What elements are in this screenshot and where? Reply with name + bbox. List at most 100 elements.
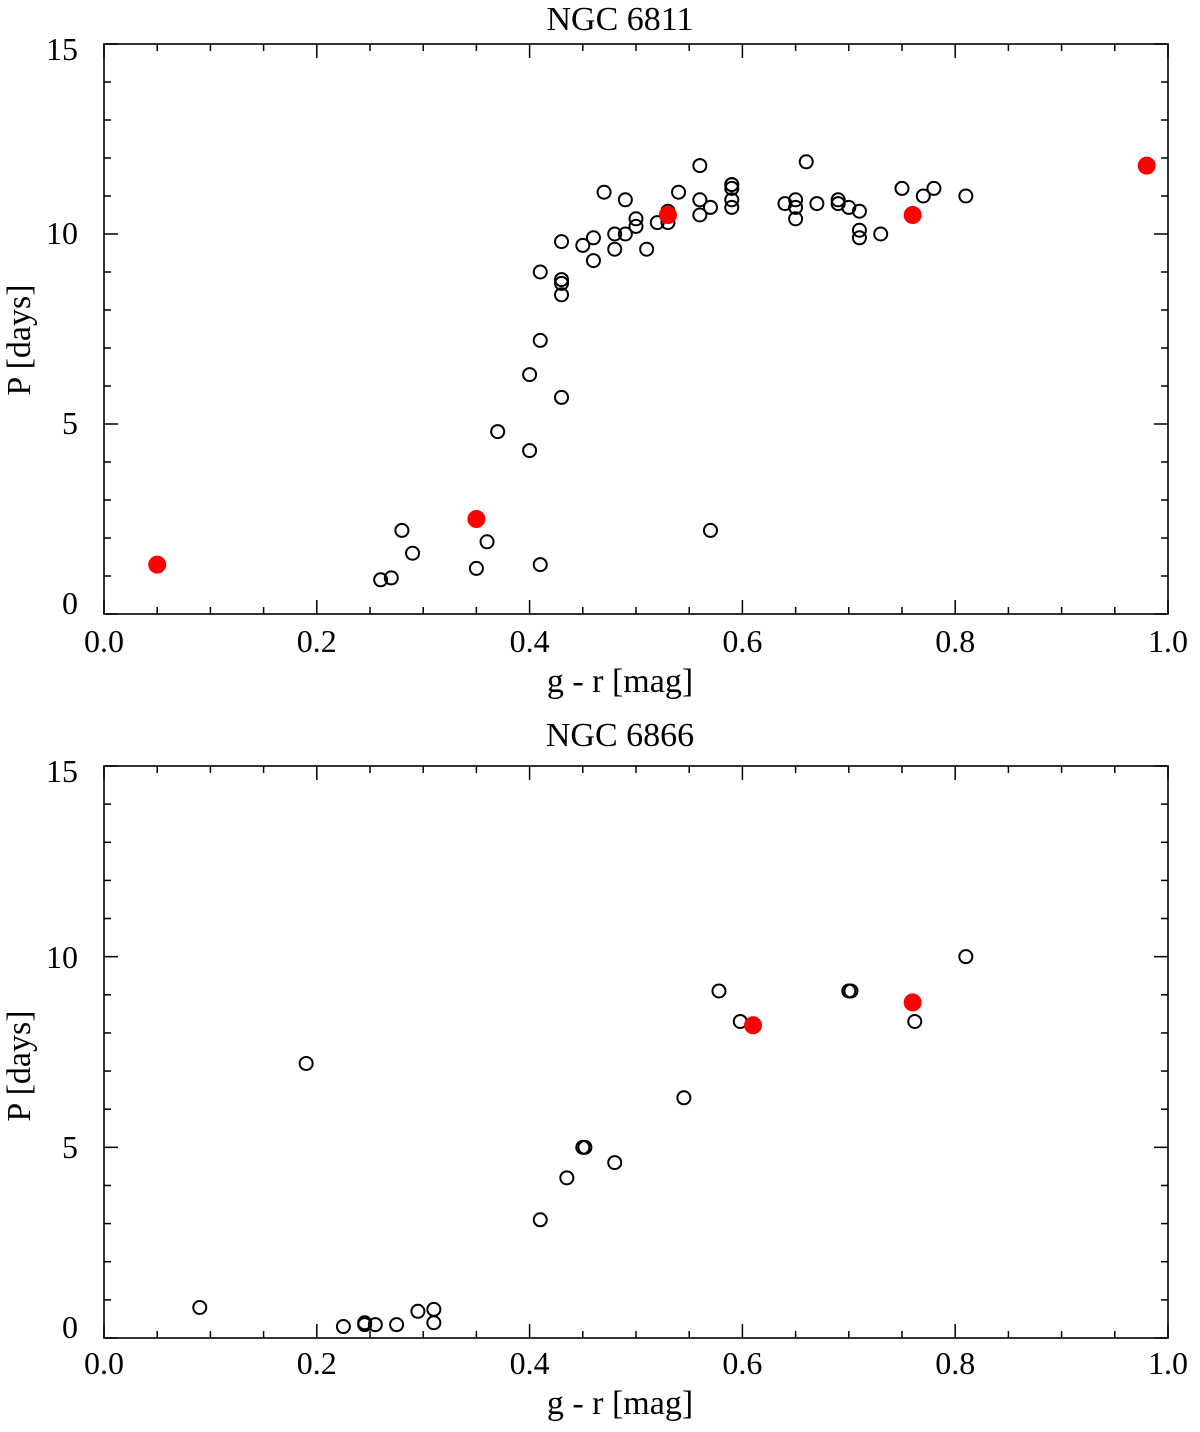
y-tick-label: 15 xyxy=(46,31,78,67)
data-point-filled xyxy=(903,993,922,1012)
data-point-open xyxy=(915,188,931,204)
data-point-open xyxy=(389,1317,405,1333)
data-point-open xyxy=(575,237,591,253)
data-point-open xyxy=(809,196,825,212)
data-point-open xyxy=(410,1303,426,1319)
data-point-open xyxy=(958,949,974,965)
x-tick-label: 1.0 xyxy=(1148,1345,1188,1381)
x-tick-label: 0.8 xyxy=(935,1345,975,1381)
data-point-filled xyxy=(467,510,486,528)
y-tick-label: 10 xyxy=(46,939,78,975)
data-point-open xyxy=(873,226,889,242)
data-point-open xyxy=(702,199,718,215)
data-point-open xyxy=(426,1315,442,1331)
data-point-open xyxy=(639,241,655,257)
x-axis-label: g - r [mag] xyxy=(547,1385,693,1422)
y-axis-label: P [days] xyxy=(1,1010,38,1121)
data-point-filled xyxy=(148,555,167,574)
data-point-open xyxy=(468,560,484,576)
x-axis-label: g - r [mag] xyxy=(547,663,693,700)
data-point-open xyxy=(724,192,740,208)
y-axis-label: P [days] xyxy=(1,284,38,395)
data-point-open xyxy=(532,1212,548,1228)
data-point-open xyxy=(628,218,644,234)
data-point-open xyxy=(607,226,623,242)
data-point-open xyxy=(522,443,538,459)
data-point-open xyxy=(702,522,718,538)
data-point-open xyxy=(676,1090,692,1106)
data-point-open xyxy=(788,199,804,215)
data-point-open xyxy=(692,158,708,174)
chart-title: NGC 6866 xyxy=(546,717,694,754)
data-point-open xyxy=(532,332,548,348)
data-point-open xyxy=(532,557,548,573)
data-point-open xyxy=(894,180,910,196)
y-tick-label: 0 xyxy=(62,585,78,621)
axis-ticks xyxy=(103,43,1169,615)
chart-title: NGC 6811 xyxy=(546,1,693,38)
y-tick-label: 5 xyxy=(62,1129,78,1165)
data-point-open xyxy=(711,983,727,999)
data-point-open xyxy=(843,983,859,999)
data-point-open xyxy=(367,1317,383,1333)
data-point-open xyxy=(628,211,644,227)
data-point-open xyxy=(554,287,570,303)
data-point-open xyxy=(479,534,495,550)
x-tick-label: 0.4 xyxy=(510,1345,550,1381)
x-tick-label: 0.2 xyxy=(297,1345,337,1381)
data-point-open xyxy=(724,199,740,215)
data-point-open xyxy=(298,1055,314,1071)
data-point-open xyxy=(724,177,740,193)
chart-panel-ngc-6866: NGC 6866 0.0 0.2 0.4 0.6 0.8 1.0 0 5 10 … xyxy=(1,717,1188,1422)
data-point-open xyxy=(958,188,974,204)
x-tick-label: 1.0 xyxy=(1148,623,1188,659)
data-point-open xyxy=(405,545,421,561)
data-points xyxy=(192,949,974,1335)
x-tick-label: 0.8 xyxy=(935,623,975,659)
data-point-open xyxy=(357,1317,373,1333)
x-tick-label: 0.2 xyxy=(297,623,337,659)
plot-frame xyxy=(103,43,1169,615)
data-point-open xyxy=(554,275,570,291)
data-point-filled xyxy=(744,1016,763,1035)
y-tick-label: 10 xyxy=(46,215,78,251)
data-point-open xyxy=(490,424,506,440)
data-point-open xyxy=(851,230,867,246)
data-point-open xyxy=(577,1139,593,1155)
data-point-open xyxy=(692,192,708,208)
data-point-open xyxy=(798,154,814,170)
data-point-open xyxy=(554,234,570,250)
x-tick-label: 0.0 xyxy=(84,623,124,659)
data-point-open xyxy=(788,211,804,227)
data-point-open xyxy=(851,203,867,219)
data-point-open xyxy=(585,253,601,269)
x-tick-label: 0.6 xyxy=(722,623,762,659)
data-point-open xyxy=(596,184,612,200)
data-point-filled xyxy=(658,206,677,224)
data-point-open xyxy=(554,272,570,288)
plot-frame xyxy=(103,765,1169,1339)
data-point-open xyxy=(607,1155,623,1171)
y-tick-label: 5 xyxy=(62,405,78,441)
data-point-open xyxy=(522,367,538,383)
data-point-open xyxy=(373,572,389,588)
data-point-open xyxy=(554,389,570,405)
data-point-open xyxy=(585,230,601,246)
data-point-open xyxy=(830,192,846,208)
data-point-open xyxy=(192,1299,208,1315)
data-point-open xyxy=(926,180,942,196)
data-point-open xyxy=(383,570,399,586)
data-point-open xyxy=(671,184,687,200)
data-points xyxy=(148,154,1156,588)
data-point-open xyxy=(724,180,740,196)
data-point-open xyxy=(559,1170,575,1186)
data-point-open xyxy=(907,1013,923,1029)
data-point-filled xyxy=(903,206,922,224)
data-point-open xyxy=(607,241,623,257)
data-point-open xyxy=(532,264,548,280)
data-point-open xyxy=(617,226,633,242)
x-tick-label: 0.4 xyxy=(510,623,550,659)
x-tick-label: 0.0 xyxy=(84,1345,124,1381)
chart-panel-ngc-6811: NGC 6811 0.0 0.2 0.4 0.6 0.8 1.0 0 5 10 … xyxy=(1,1,1188,700)
